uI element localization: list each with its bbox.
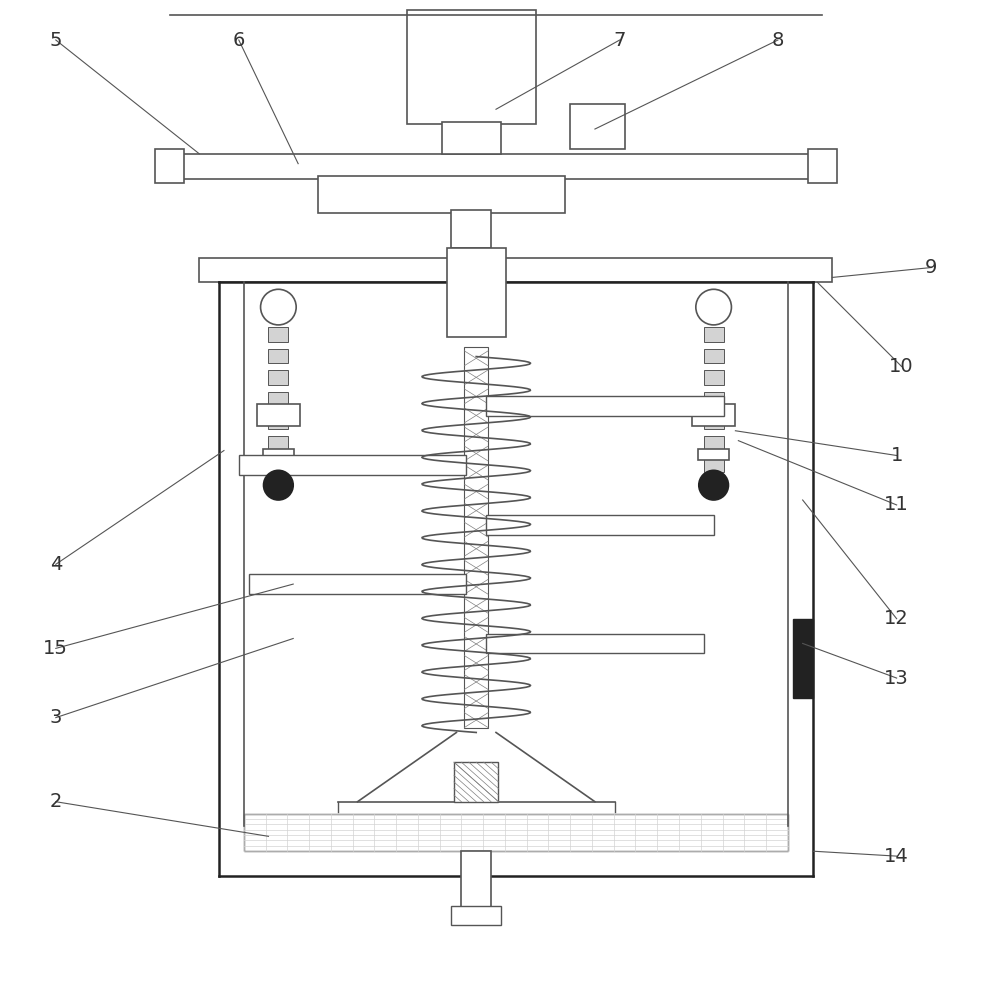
Text: 12: 12 xyxy=(884,609,909,628)
Bar xyxy=(703,349,723,363)
Text: 5: 5 xyxy=(50,31,62,50)
Bar xyxy=(793,619,812,698)
Bar xyxy=(269,349,289,363)
Circle shape xyxy=(698,470,728,500)
Bar xyxy=(269,392,289,407)
Bar xyxy=(269,327,289,342)
Bar xyxy=(703,414,723,429)
Circle shape xyxy=(264,470,294,500)
Bar xyxy=(570,104,625,149)
Text: 9: 9 xyxy=(926,258,937,277)
Bar xyxy=(446,248,506,337)
Bar xyxy=(703,436,723,451)
Text: 11: 11 xyxy=(884,495,909,514)
Bar xyxy=(486,396,723,416)
Text: 3: 3 xyxy=(50,708,62,727)
Bar xyxy=(155,149,185,183)
Text: 4: 4 xyxy=(50,555,62,574)
Bar xyxy=(257,404,301,426)
Text: 8: 8 xyxy=(772,31,784,50)
Text: 6: 6 xyxy=(232,31,245,50)
Bar xyxy=(180,154,832,179)
Text: 14: 14 xyxy=(884,847,909,866)
Text: 10: 10 xyxy=(889,357,914,376)
Bar xyxy=(486,634,703,653)
Bar xyxy=(269,436,289,451)
Bar xyxy=(703,370,723,385)
Bar xyxy=(199,258,832,282)
Bar xyxy=(269,457,289,472)
Bar xyxy=(451,906,501,925)
Text: 1: 1 xyxy=(891,446,903,465)
Bar xyxy=(318,176,565,213)
Bar xyxy=(263,449,295,460)
Bar xyxy=(486,515,713,535)
Text: 7: 7 xyxy=(613,31,626,50)
Text: 15: 15 xyxy=(44,639,68,658)
Circle shape xyxy=(261,289,297,325)
Bar xyxy=(464,347,488,728)
Bar xyxy=(697,449,729,460)
Bar xyxy=(239,455,466,475)
Bar xyxy=(407,10,536,124)
Bar xyxy=(461,851,491,911)
Bar xyxy=(451,210,491,248)
Bar xyxy=(691,404,735,426)
Bar xyxy=(807,149,837,183)
Bar xyxy=(249,574,466,594)
Bar xyxy=(703,327,723,342)
Bar xyxy=(441,122,501,154)
Bar xyxy=(703,392,723,407)
Text: 13: 13 xyxy=(884,669,909,688)
Circle shape xyxy=(695,289,731,325)
Bar xyxy=(703,457,723,472)
Bar xyxy=(269,479,289,494)
Bar xyxy=(454,762,498,802)
Bar xyxy=(703,479,723,494)
Bar xyxy=(269,414,289,429)
Bar xyxy=(244,814,788,851)
Text: 2: 2 xyxy=(50,792,62,811)
Bar xyxy=(269,370,289,385)
